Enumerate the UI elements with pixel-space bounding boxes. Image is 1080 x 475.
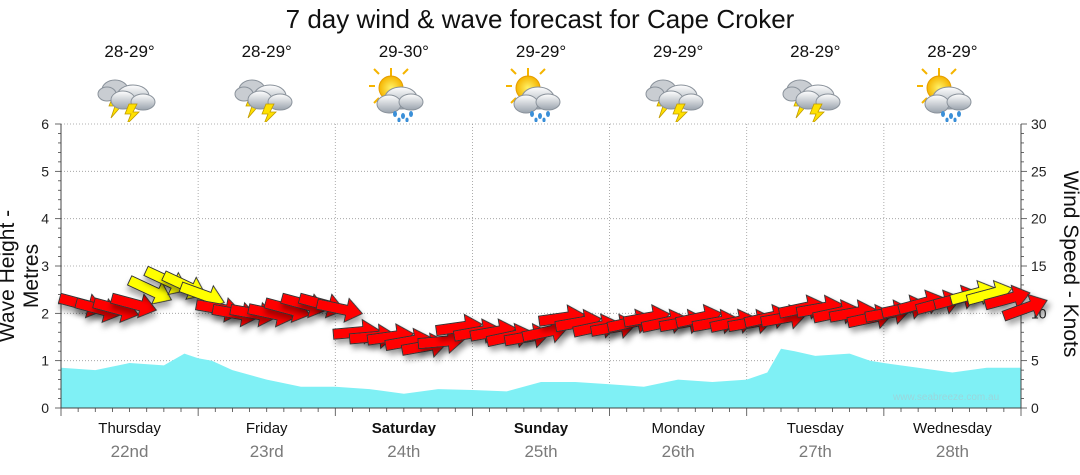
sun-showers-icon bbox=[915, 66, 979, 123]
day-date-label: 25th bbox=[524, 442, 558, 461]
watermark: www.seabreeze.com.au bbox=[893, 392, 1000, 403]
day-temperature: 29-29° bbox=[515, 42, 567, 61]
wind-arrow bbox=[126, 275, 173, 305]
y-left-tick-label: 0 bbox=[41, 400, 49, 416]
day-name-label: Thursday bbox=[98, 420, 161, 437]
day-temperature: 29-30° bbox=[378, 42, 429, 61]
cloud-shape bbox=[795, 84, 841, 111]
wind-arrow-layer bbox=[57, 265, 1048, 359]
y-axis-left-label: Wave Height - Metres bbox=[0, 210, 43, 343]
chart-title: 7 day wind & wave forecast for Cape Crok… bbox=[285, 4, 795, 34]
day-name-label: Tuesday bbox=[786, 420, 844, 437]
y-left-tick-label: 4 bbox=[41, 211, 49, 227]
wave-height-area bbox=[61, 348, 1021, 408]
y-right-tick-label: 25 bbox=[1031, 163, 1047, 179]
y-left-tick-label: 3 bbox=[41, 258, 49, 274]
cloud-shape bbox=[376, 86, 424, 114]
wind-arrow bbox=[983, 284, 1031, 311]
y-right-tick-label: 5 bbox=[1031, 353, 1039, 369]
thunderstorm-icon bbox=[641, 66, 705, 125]
wind-arrow bbox=[417, 328, 466, 354]
day-date-label: 24th bbox=[387, 442, 421, 461]
cloud-shape bbox=[924, 86, 972, 114]
day-date-label: 26th bbox=[661, 442, 695, 461]
thunderstorm-icon bbox=[230, 66, 294, 125]
axis-layer: 0123456051015202530 bbox=[41, 116, 1047, 416]
cloud-shape bbox=[513, 86, 561, 114]
thunderstorm-icon bbox=[778, 66, 842, 125]
day-name-label: Wednesday bbox=[912, 420, 992, 437]
day-name-label: Monday bbox=[651, 420, 705, 437]
y-right-tick-label: 0 bbox=[1031, 400, 1039, 416]
y-right-tick-label: 15 bbox=[1031, 258, 1047, 274]
y-axis-right-label: Wind Speed - Knots bbox=[1059, 170, 1080, 358]
y-right-tick-label: 30 bbox=[1031, 116, 1047, 132]
wave-layer bbox=[61, 348, 1021, 408]
day-date-label: 22nd bbox=[110, 442, 149, 461]
wind-arrow bbox=[1001, 293, 1048, 322]
y-left-tick-label: 1 bbox=[41, 353, 49, 369]
day-date-label: 28th bbox=[935, 442, 969, 461]
day-name-label: Saturday bbox=[371, 420, 436, 437]
sun-showers-icon bbox=[367, 66, 431, 123]
wind-arrow bbox=[315, 297, 364, 323]
day-date-label: 23rd bbox=[249, 442, 284, 461]
day-name-label: Friday bbox=[245, 420, 288, 437]
cloud-shape bbox=[110, 84, 156, 111]
day-temperature: 28-29° bbox=[927, 42, 978, 61]
wind-arrow bbox=[109, 292, 158, 319]
day-temperature: 28-29° bbox=[241, 42, 292, 61]
day-temperature: 28-29° bbox=[790, 42, 841, 61]
thunderstorm-icon bbox=[93, 66, 157, 125]
day-name-label: Sunday bbox=[513, 420, 569, 437]
y-left-tick-label: 5 bbox=[41, 163, 49, 179]
day-temperature: 28-29° bbox=[104, 42, 155, 61]
day-temperature: 29-29° bbox=[653, 42, 704, 61]
y-left-tick-label: 6 bbox=[41, 116, 49, 132]
day-date-label: 27th bbox=[798, 442, 832, 461]
y-left-tick-label: 2 bbox=[41, 305, 49, 321]
y-right-tick-label: 20 bbox=[1031, 211, 1047, 227]
sun-showers-icon bbox=[504, 66, 568, 123]
